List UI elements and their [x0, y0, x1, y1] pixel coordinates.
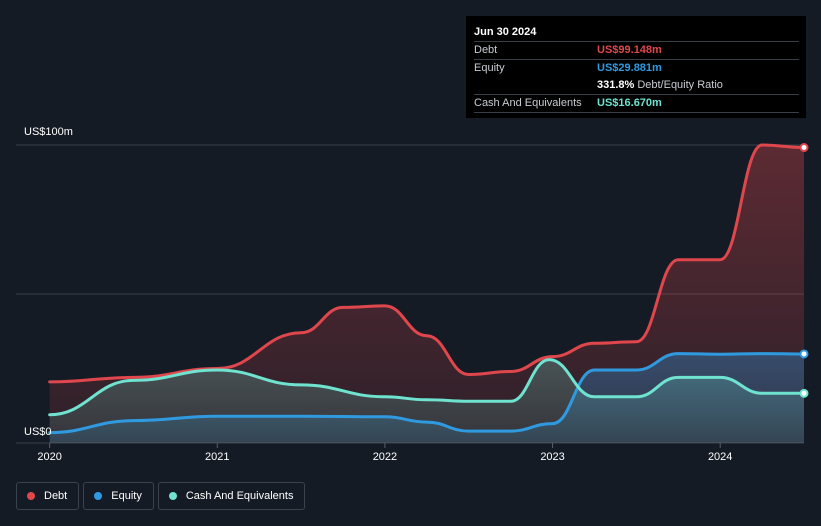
chart-legend: Debt Equity Cash And Equivalents: [16, 482, 306, 510]
legend-dot-icon: [168, 492, 177, 500]
legend-item-cash[interactable]: Cash And Equivalents: [157, 482, 306, 510]
line-equity: [48, 352, 806, 435]
tooltip-label: Debt: [474, 44, 498, 56]
tooltip-label: [474, 77, 597, 94]
tooltip-row-ratio: 331.8% Debt/Equity Ratio: [474, 77, 799, 94]
x-tick-label-2024: 2024: [708, 451, 732, 463]
tooltip-row-debt: Debt US$99.148m: [474, 41, 799, 59]
legend-dot-icon: [27, 492, 35, 500]
tooltip-row-equity: Equity US$29.881m: [474, 59, 799, 77]
end-point-debt: [799, 143, 809, 153]
y-axis-label-bottom: US$0: [24, 426, 52, 438]
legend-label: Equity: [111, 490, 142, 502]
line-debt: [48, 143, 806, 384]
legend-item-equity[interactable]: Equity: [83, 482, 154, 510]
tooltip-label: Cash And Equivalents: [474, 97, 582, 109]
x-tick-label-2020: 2020: [37, 451, 61, 463]
tooltip-value: US$16.670m: [597, 97, 662, 109]
legend-label: Cash And Equivalents: [185, 490, 294, 502]
tooltip-value: 331.8%: [597, 79, 635, 91]
end-point-cash: [799, 388, 809, 398]
x-tick-label-2023: 2023: [540, 451, 564, 463]
tooltip-row-cash: Cash And Equivalents US$16.670m: [474, 94, 799, 113]
tooltip-label: Equity: [474, 62, 505, 74]
end-point-equity: [799, 349, 809, 359]
x-tick-label-2022: 2022: [373, 451, 397, 463]
chart-tooltip: Jun 30 2024 Debt US$99.148m Equity US$29…: [466, 16, 806, 118]
tooltip-value: US$29.881m: [597, 62, 662, 74]
tooltip-value: US$99.148m: [597, 44, 662, 56]
legend-dot-icon: [94, 492, 103, 500]
tooltip-ratio-label: Debt/Equity Ratio: [637, 79, 723, 91]
line-cash: [48, 358, 806, 417]
legend-label: Debt: [44, 490, 68, 502]
x-tick-label-2021: 2021: [205, 451, 229, 463]
y-axis-label-top: US$100m: [24, 126, 73, 138]
legend-item-debt[interactable]: Debt: [16, 482, 80, 510]
tooltip-date: Jun 30 2024: [474, 26, 537, 38]
